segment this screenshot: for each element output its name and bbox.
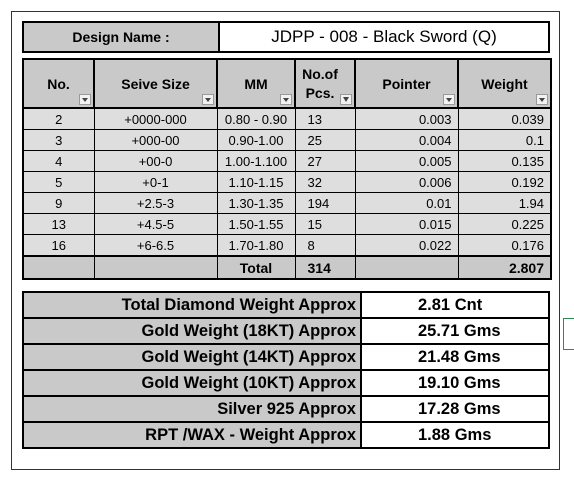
filter-dropdown-icon[interactable] (280, 94, 292, 105)
total-cell-blank[interactable] (93, 255, 218, 280)
row-no-cell[interactable]: 5 (22, 171, 95, 193)
summary-value[interactable]: 25.71 Gms (360, 317, 550, 345)
row-pointer-cell[interactable]: 0.006 (354, 171, 459, 193)
table-row: 4 +00-0 1.00-1.100 27 0.005 0.135 (22, 150, 552, 172)
row-pointer-cell[interactable]: 0.01 (354, 192, 459, 214)
row-pcs-cell[interactable]: 15 (294, 213, 356, 235)
summary-label[interactable]: Gold Weight (14KT) Approx (22, 343, 362, 371)
summary-row: Gold Weight (10KT) Approx 19.10 Gms (22, 369, 550, 397)
total-row: Total 314 2.807 (22, 255, 552, 280)
table-row: 5 +0-1 1.10-1.15 32 0.006 0.192 (22, 171, 552, 193)
row-pointer-cell[interactable]: 0.004 (354, 129, 459, 151)
filter-dropdown-icon[interactable] (202, 94, 214, 105)
table-header-row: No. Seive Size MM No.of Pcs. Pointer Wei… (22, 58, 552, 109)
table-row: 3 +000-00 0.90-1.00 25 0.004 0.1 (22, 129, 552, 151)
row-pointer-cell[interactable]: 0.022 (354, 234, 459, 257)
row-mm-cell[interactable]: 0.80 - 0.90 (216, 107, 296, 130)
row-weight-cell[interactable]: 0.039 (457, 107, 552, 130)
summary-value[interactable]: 2.81 Cnt (360, 291, 550, 319)
summary-table: Total Diamond Weight Approx 2.81 Cnt Gold … (22, 291, 550, 449)
row-no-cell[interactable]: 13 (22, 213, 95, 235)
row-pcs-cell[interactable]: 194 (294, 192, 356, 214)
row-seive-size-cell[interactable]: +000-00 (93, 129, 218, 151)
filter-active-icon[interactable] (340, 94, 352, 105)
summary-row: Silver 925 Approx 17.28 Gms (22, 395, 550, 423)
row-no-cell[interactable]: 9 (22, 192, 95, 214)
total-cell-blank[interactable] (354, 255, 459, 280)
row-pcs-cell[interactable]: 13 (294, 107, 356, 130)
row-pcs-cell[interactable]: 8 (294, 234, 356, 257)
table-row: 13 +4.5-5 1.50-1.55 15 0.015 0.225 (22, 213, 552, 235)
filter-dropdown-icon[interactable] (443, 94, 455, 105)
total-pcs[interactable]: 314 (294, 255, 356, 280)
table-row: 2 +0000-000 0.80 - 0.90 13 0.003 0.039 (22, 107, 552, 130)
table-row: 16 +6-6.5 1.70-1.80 8 0.022 0.176 (22, 234, 552, 257)
table-row: 9 +2.5-3 1.30-1.35 194 0.01 1.94 (22, 192, 552, 214)
row-seive-size-cell[interactable]: +0000-000 (93, 107, 218, 130)
filter-dropdown-icon[interactable] (79, 94, 91, 105)
design-name-row: Design Name : JDPP - 008 - Black Sword (… (22, 21, 550, 53)
total-weight[interactable]: 2.807 (457, 255, 552, 280)
row-seive-size-cell[interactable]: +6-6.5 (93, 234, 218, 257)
row-seive-size-cell[interactable]: +4.5-5 (93, 213, 218, 235)
row-weight-cell[interactable]: 0.176 (457, 234, 552, 257)
row-pcs-cell[interactable]: 27 (294, 150, 356, 172)
summary-label[interactable]: Total Diamond Weight Approx (22, 291, 362, 319)
total-cell-blank[interactable] (22, 255, 95, 280)
summary-label[interactable]: Silver 925 Approx (22, 395, 362, 423)
row-no-cell[interactable]: 16 (22, 234, 95, 257)
row-seive-size-cell[interactable]: +00-0 (93, 150, 218, 172)
col-header-seive-size: Seive Size (93, 58, 218, 109)
summary-label[interactable]: Gold Weight (10KT) Approx (22, 369, 362, 397)
col-header-pointer: Pointer (354, 58, 459, 109)
row-mm-cell[interactable]: 1.50-1.55 (216, 213, 296, 235)
row-weight-cell[interactable]: 0.135 (457, 150, 552, 172)
row-weight-cell[interactable]: 1.94 (457, 192, 552, 214)
row-no-cell[interactable]: 3 (22, 129, 95, 151)
row-mm-cell[interactable]: 1.00-1.100 (216, 150, 296, 172)
cell-selection-marker (563, 318, 574, 350)
row-mm-cell[interactable]: 1.10-1.15 (216, 171, 296, 193)
row-pcs-cell[interactable]: 25 (294, 129, 356, 151)
summary-row: Gold Weight (18KT) Approx 25.71 Gms (22, 317, 550, 345)
summary-row: RPT /WAX - Weight Approx 1.88 Gms (22, 421, 550, 449)
col-header-pcs: No.of Pcs. (294, 58, 356, 109)
row-mm-cell[interactable]: 1.70-1.80 (216, 234, 296, 257)
col-header-weight: Weight (457, 58, 552, 109)
filter-dropdown-icon[interactable] (536, 94, 548, 105)
row-mm-cell[interactable]: 0.90-1.00 (216, 129, 296, 151)
summary-row: Gold Weight (14KT) Approx 21.48 Gms (22, 343, 550, 371)
summary-label[interactable]: Gold Weight (18KT) Approx (22, 317, 362, 345)
col-header-mm: MM (216, 58, 296, 109)
summary-value[interactable]: 21.48 Gms (360, 343, 550, 371)
summary-value[interactable]: 19.10 Gms (360, 369, 550, 397)
row-pointer-cell[interactable]: 0.003 (354, 107, 459, 130)
row-pointer-cell[interactable]: 0.015 (354, 213, 459, 235)
summary-value[interactable]: 17.28 Gms (360, 395, 550, 423)
summary-label[interactable]: RPT /WAX - Weight Approx (22, 421, 362, 449)
row-pointer-cell[interactable]: 0.005 (354, 150, 459, 172)
row-weight-cell[interactable]: 0.192 (457, 171, 552, 193)
row-seive-size-cell[interactable]: +2.5-3 (93, 192, 218, 214)
row-weight-cell[interactable]: 0.225 (457, 213, 552, 235)
row-pcs-cell[interactable]: 32 (294, 171, 356, 193)
col-header-no: No. (22, 58, 95, 109)
stone-table: No. Seive Size MM No.of Pcs. Pointer Wei… (22, 58, 552, 280)
row-seive-size-cell[interactable]: +0-1 (93, 171, 218, 193)
design-name-label: Design Name : (24, 23, 220, 51)
row-mm-cell[interactable]: 1.30-1.35 (216, 192, 296, 214)
total-label[interactable]: Total (216, 255, 296, 280)
row-no-cell[interactable]: 4 (22, 150, 95, 172)
row-no-cell[interactable]: 2 (22, 107, 95, 130)
summary-row: Total Diamond Weight Approx 2.81 Cnt (22, 291, 550, 319)
row-weight-cell[interactable]: 0.1 (457, 129, 552, 151)
design-name-value[interactable]: JDPP - 008 - Black Sword (Q) (271, 27, 497, 46)
summary-value[interactable]: 1.88 Gms (360, 421, 550, 449)
